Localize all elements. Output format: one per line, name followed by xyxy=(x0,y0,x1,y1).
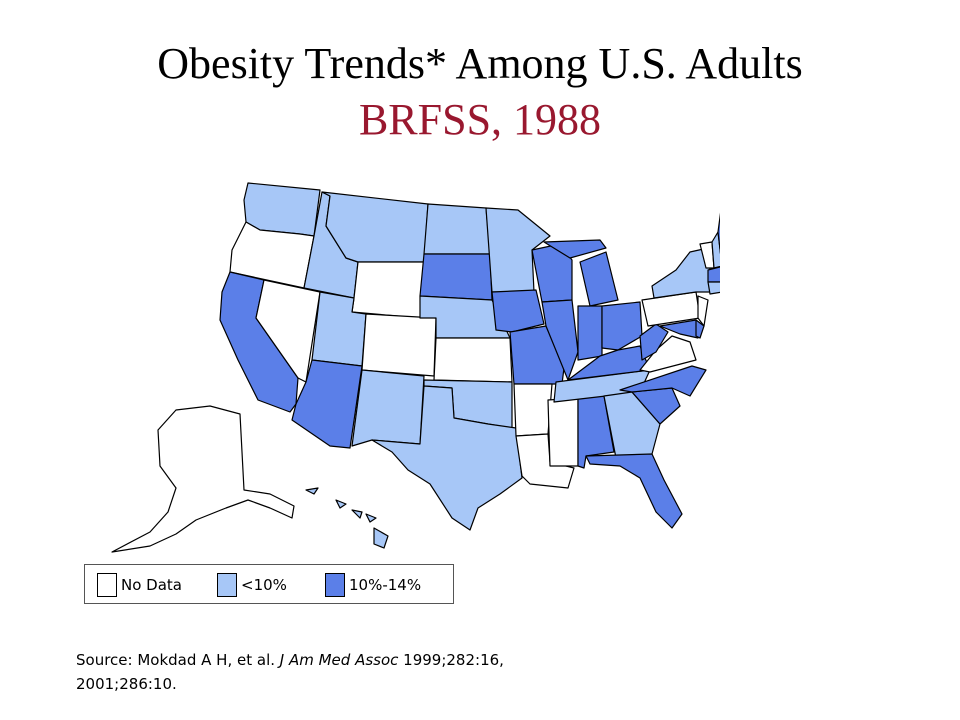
legend-swatch-no-data xyxy=(97,573,117,597)
state-IA xyxy=(491,289,545,333)
state-KS xyxy=(433,337,513,383)
state-ND xyxy=(423,203,491,255)
state-LA xyxy=(515,433,575,489)
state-HI xyxy=(305,487,389,549)
state-NV xyxy=(255,279,321,383)
state-MI xyxy=(543,239,619,307)
map-title: Obesity Trends* Among U.S. Adults BRFSS,… xyxy=(0,36,960,148)
state-AK xyxy=(111,405,295,553)
state-AZ xyxy=(291,359,363,449)
legend-swatch-under-10 xyxy=(217,573,237,597)
title-line-1: Obesity Trends* Among U.S. Adults xyxy=(157,39,803,88)
state-WY xyxy=(351,261,425,319)
legend-item-under-10: <10% xyxy=(217,573,287,597)
state-MO xyxy=(509,325,565,385)
source-prefix: Source: Mokdad A H, et al. xyxy=(76,651,280,669)
state-AR xyxy=(513,383,553,437)
state-MS xyxy=(547,397,579,467)
state-MD xyxy=(659,319,699,339)
us-obesity-map xyxy=(111,182,720,553)
state-CO xyxy=(361,313,437,377)
state-TX xyxy=(371,385,523,531)
legend-label-under-10: <10% xyxy=(241,576,287,594)
legend-item-10-14: 10%-14% xyxy=(325,573,421,597)
state-KY xyxy=(567,345,651,381)
state-FL xyxy=(585,453,683,529)
state-NH xyxy=(711,231,720,269)
state-WV xyxy=(639,323,669,361)
state-DE xyxy=(695,319,705,339)
state-NC xyxy=(619,365,707,397)
legend-swatch-10-14 xyxy=(325,573,345,597)
source-journal: J Am Med Assoc xyxy=(279,651,399,669)
title-line-2: BRFSS, 1988 xyxy=(358,95,602,144)
state-OH xyxy=(601,301,643,351)
source-line-2: 2001;286:10. xyxy=(76,675,177,693)
map-legend: No Data <10% 10%-14% xyxy=(84,564,454,604)
state-SD xyxy=(419,253,493,301)
state-CT xyxy=(707,281,720,295)
state-ME xyxy=(717,212,720,255)
state-NM xyxy=(351,369,425,447)
source-citation: Source: Mokdad A H, et al. J Am Med Asso… xyxy=(76,648,716,696)
legend-label-no-data: No Data xyxy=(121,576,182,594)
source-suffix: 1999;282:16, xyxy=(398,651,504,669)
state-IN xyxy=(577,305,603,361)
legend-item-no-data: No Data xyxy=(97,573,182,597)
state-MA xyxy=(707,266,720,283)
legend-label-10-14: 10%-14% xyxy=(349,576,422,594)
state-IL xyxy=(541,299,579,381)
state-NJ xyxy=(697,295,709,327)
